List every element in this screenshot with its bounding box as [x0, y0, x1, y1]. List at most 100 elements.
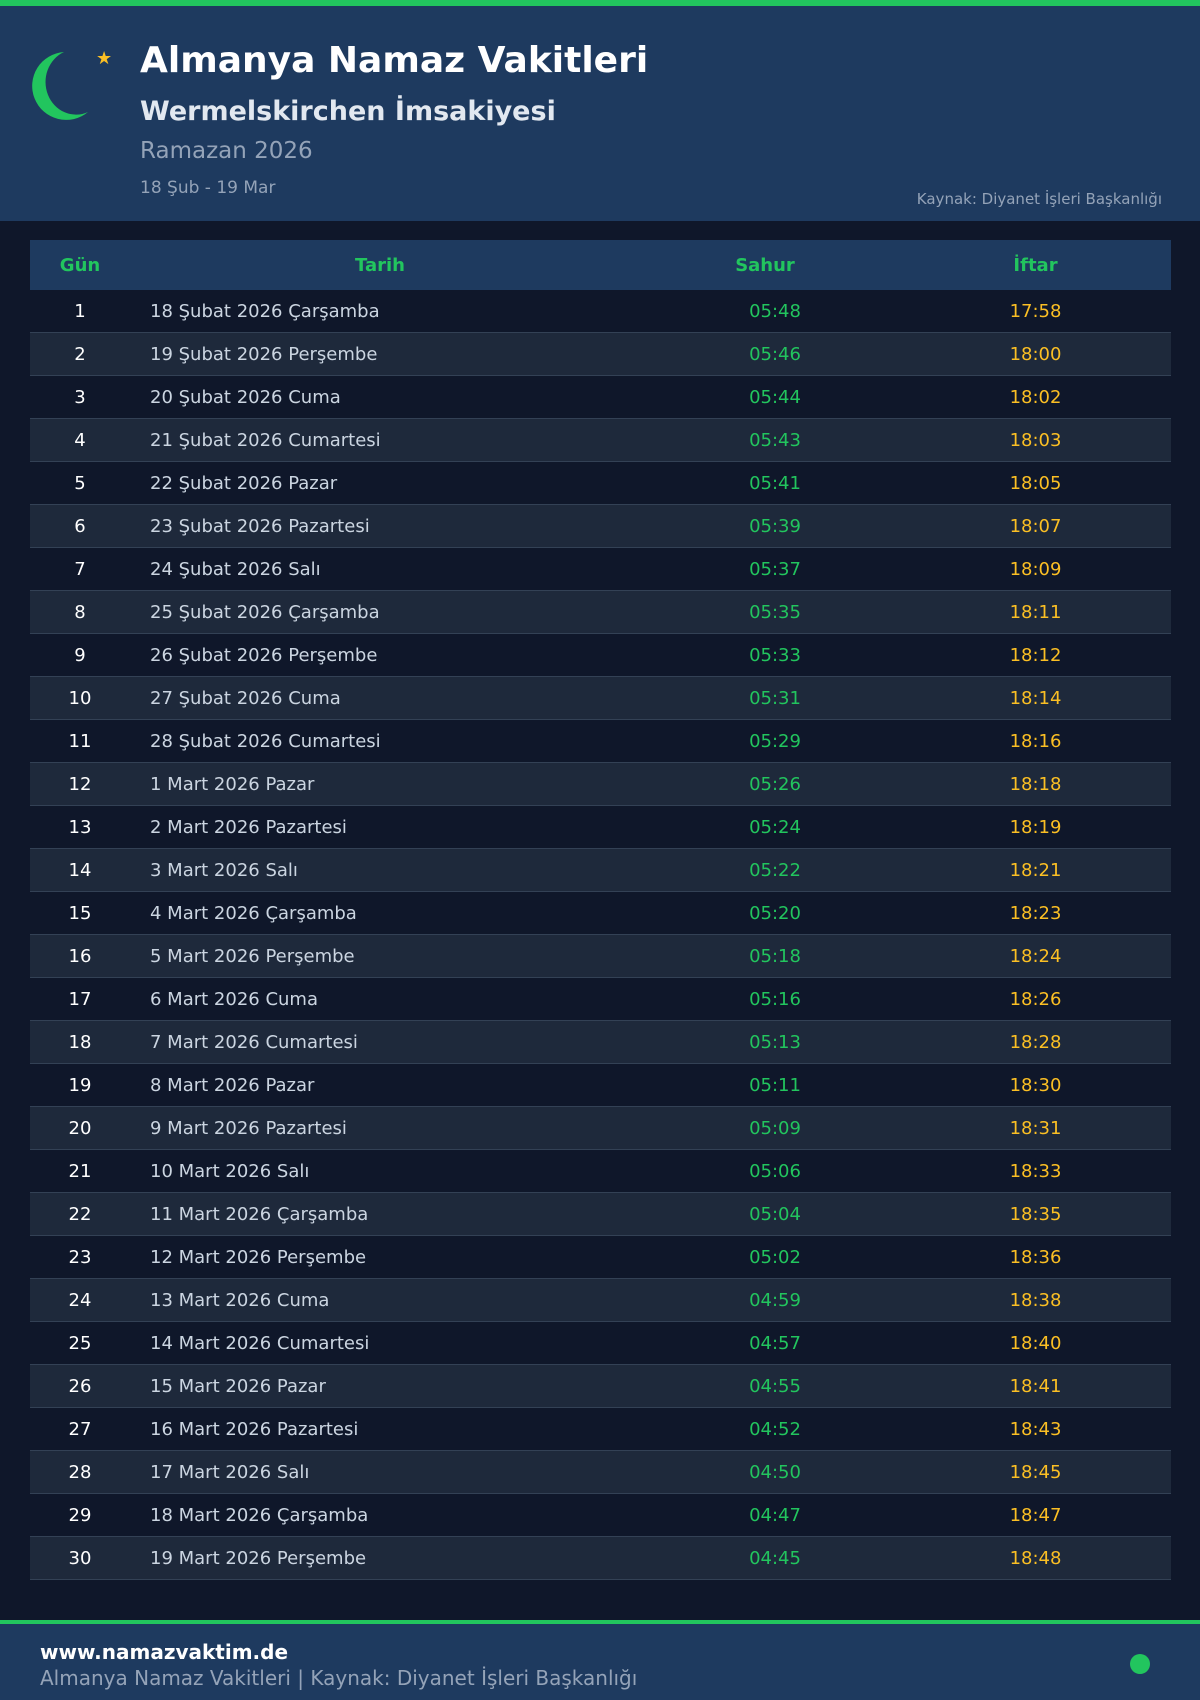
day-number: 23 — [68, 1246, 92, 1268]
sahur-time: 05:29 — [749, 730, 801, 752]
sahur-time: 05:37 — [749, 558, 801, 580]
date: 27 Şubat 2026 Cuma — [150, 687, 341, 709]
date: 17 Mart 2026 Salı — [150, 1461, 310, 1483]
iftar-time: 18:12 — [1009, 644, 1062, 666]
iftar-time: 18:45 — [1009, 1461, 1062, 1483]
sahur-time: 04:47 — [749, 1504, 801, 1526]
date: 21 Şubat 2026 Cumartesi — [150, 429, 381, 451]
sahur-time: 05:26 — [749, 773, 801, 795]
table-row: 22 11 Mart 2026 Çarşamba 05:04 18:35 — [30, 1193, 1171, 1236]
date: 1 Mart 2026 Pazar — [150, 773, 315, 795]
sahur-time: 05:11 — [749, 1074, 801, 1096]
date: 22 Şubat 2026 Pazar — [150, 472, 338, 494]
date: 25 Şubat 2026 Çarşamba — [150, 601, 380, 623]
day-number: 12 — [68, 773, 92, 795]
day-number: 15 — [68, 902, 92, 924]
page-subtitle: Wermelskirchen İmsakiyesi — [140, 96, 556, 127]
iftar-time: 18:33 — [1009, 1160, 1062, 1182]
day-number: 21 — [68, 1160, 92, 1182]
day-number: 20 — [68, 1117, 92, 1139]
date: 6 Mart 2026 Cuma — [150, 988, 318, 1010]
table-row: 18 7 Mart 2026 Cumartesi 05:13 18:28 — [30, 1021, 1171, 1064]
day-number: 8 — [74, 601, 86, 623]
sahur-time: 05:44 — [749, 386, 801, 408]
date: 10 Mart 2026 Salı — [150, 1160, 310, 1182]
table-row: 2 19 Şubat 2026 Perşembe 05:46 18:00 — [30, 333, 1171, 376]
date: 18 Şubat 2026 Çarşamba — [150, 300, 380, 322]
sahur-time: 05:16 — [749, 988, 801, 1010]
table-body: 1 18 Şubat 2026 Çarşamba 05:48 17:58 2 19 Şub… — [30, 290, 1171, 1580]
table-row: 16 5 Mart 2026 Perşembe 05:18 18:24 — [30, 935, 1171, 978]
iftar-time: 18:40 — [1009, 1332, 1062, 1354]
day-number: 29 — [68, 1504, 92, 1526]
date: 19 Mart 2026 Perşembe — [150, 1547, 367, 1569]
sahur-time: 05:24 — [749, 816, 801, 838]
day-number: 7 — [74, 558, 86, 580]
day-number: 9 — [74, 644, 86, 666]
day-number: 30 — [68, 1547, 92, 1569]
table-row: 28 17 Mart 2026 Salı 04:50 18:45 — [30, 1451, 1171, 1494]
footer-url[interactable]: www.namazvaktim.de — [40, 1640, 289, 1664]
iftar-time: 17:58 — [1009, 300, 1062, 322]
column-header-gun: Gün — [59, 254, 101, 276]
footer-text: Almanya Namaz Vakitleri | Kaynak: Diyane… — [40, 1666, 638, 1690]
table-row: 17 6 Mart 2026 Cuma 05:16 18:26 — [30, 978, 1171, 1021]
table-row: 23 12 Mart 2026 Perşembe 05:02 18:36 — [30, 1236, 1171, 1279]
iftar-time: 18:47 — [1009, 1504, 1062, 1526]
table-row: 25 14 Mart 2026 Cumartesi 04:57 18:40 — [30, 1322, 1171, 1365]
crescent-moon-icon — [32, 52, 88, 120]
sahur-time: 04:55 — [749, 1375, 801, 1397]
column-header-iftar: İftar — [1013, 254, 1058, 276]
sahur-time: 05:09 — [749, 1117, 801, 1139]
table-row: 3 20 Şubat 2026 Cuma 05:44 18:02 — [30, 376, 1171, 419]
day-number: 1 — [74, 300, 86, 322]
day-number: 16 — [68, 945, 92, 967]
footer-accent-line — [0, 1620, 1200, 1624]
table-row: 27 16 Mart 2026 Pazartesi 04:52 18:43 — [30, 1408, 1171, 1451]
date: 4 Mart 2026 Çarşamba — [150, 902, 357, 924]
date: 8 Mart 2026 Pazar — [150, 1074, 315, 1096]
table-row: 5 22 Şubat 2026 Pazar 05:41 18:05 — [30, 462, 1171, 505]
date: 13 Mart 2026 Cuma — [150, 1289, 330, 1311]
iftar-time: 18:30 — [1009, 1074, 1062, 1096]
table-row: 11 28 Şubat 2026 Cumartesi 05:29 18:16 — [30, 720, 1171, 763]
sahur-time: 05:18 — [749, 945, 801, 967]
table-row: 20 9 Mart 2026 Pazartesi 05:09 18:31 — [30, 1107, 1171, 1150]
sahur-time: 05:02 — [749, 1246, 801, 1268]
date: 14 Mart 2026 Cumartesi — [150, 1332, 370, 1354]
date: 9 Mart 2026 Pazartesi — [150, 1117, 347, 1139]
date: 11 Mart 2026 Çarşamba — [150, 1203, 369, 1225]
table-row: 7 24 Şubat 2026 Salı 05:37 18:09 — [30, 548, 1171, 591]
iftar-time: 18:11 — [1009, 601, 1062, 623]
day-number: 18 — [68, 1031, 92, 1053]
sahur-time: 05:41 — [749, 472, 801, 494]
iftar-time: 18:35 — [1009, 1203, 1062, 1225]
iftar-time: 18:31 — [1009, 1117, 1062, 1139]
day-number: 5 — [74, 472, 86, 494]
sahur-time: 05:20 — [749, 902, 801, 924]
table-row: 19 8 Mart 2026 Pazar 05:11 18:30 — [30, 1064, 1171, 1107]
sahur-time: 04:52 — [749, 1418, 801, 1440]
day-number: 22 — [68, 1203, 92, 1225]
date: 16 Mart 2026 Pazartesi — [150, 1418, 359, 1440]
table-row: 29 18 Mart 2026 Çarşamba 04:47 18:47 — [30, 1494, 1171, 1537]
imsakiye-table: Gün Tarih Sahur İftar 1 18 Şubat 2026 Çar… — [30, 240, 1171, 1580]
status-dot-icon — [1130, 1654, 1150, 1674]
ramazan-year: Ramazan 2026 — [140, 138, 313, 164]
day-number: 25 — [68, 1332, 92, 1354]
date: 3 Mart 2026 Salı — [150, 859, 298, 881]
iftar-time: 18:21 — [1009, 859, 1062, 881]
sahur-time: 05:46 — [749, 343, 801, 365]
iftar-time: 18:28 — [1009, 1031, 1062, 1053]
table-row: 8 25 Şubat 2026 Çarşamba 05:35 18:11 — [30, 591, 1171, 634]
day-number: 28 — [68, 1461, 92, 1483]
day-number: 13 — [68, 816, 92, 838]
table-row: 24 13 Mart 2026 Cuma 04:59 18:38 — [30, 1279, 1171, 1322]
date: 15 Mart 2026 Pazar — [150, 1375, 326, 1397]
sahur-time: 05:06 — [749, 1160, 801, 1182]
date: 7 Mart 2026 Cumartesi — [150, 1031, 358, 1053]
sahur-time: 05:13 — [749, 1031, 801, 1053]
sahur-time: 04:57 — [749, 1332, 801, 1354]
iftar-time: 18:09 — [1009, 558, 1062, 580]
day-number: 10 — [68, 687, 92, 709]
